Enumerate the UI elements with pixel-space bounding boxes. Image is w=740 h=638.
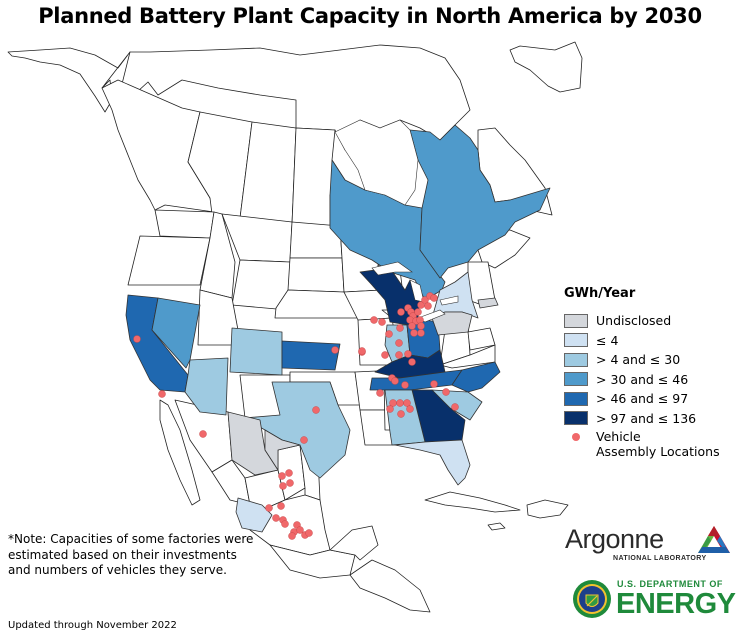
region-pennsylvania	[431, 311, 473, 336]
region-jalisco	[235, 497, 273, 533]
argonne-triangle-icon	[698, 526, 730, 553]
legend-item-le-4: ≤ 4	[558, 331, 738, 351]
legend: GWh/Year Undisclosed ≤ 4 > 4 and ≤ 30 > …	[558, 286, 738, 459]
argonne-subtitle: NATIONAL LABORATORY	[613, 555, 707, 562]
lake-ontario	[439, 295, 459, 306]
hudson-bay	[334, 119, 419, 206]
region-southern-mexico	[269, 544, 356, 579]
vehicle-assembly-dots	[133, 292, 459, 540]
legend-item-vehicle: Vehicle Assembly Locations	[558, 429, 738, 459]
legend-item-4-30: > 4 and ≤ 30	[558, 350, 738, 370]
legend-swatch	[564, 391, 588, 406]
region-massachusetts	[477, 297, 499, 309]
legend-swatch	[564, 411, 588, 426]
legend-swatch	[564, 352, 588, 367]
region-nevada	[151, 297, 201, 369]
region-washington	[154, 209, 215, 239]
legend-title: GWh/Year	[564, 286, 636, 301]
lake-superior	[371, 261, 413, 276]
argonne-wordmark: Argonne	[565, 524, 664, 554]
legend-label: > 30 and ≤ 46	[596, 371, 689, 387]
doe-logo: U.S. DEPARTMENT OF ENERGY	[572, 577, 740, 623]
region-coahuila	[264, 429, 301, 471]
doe-subtitle: U.S. DEPARTMENT OF	[617, 579, 723, 589]
region-british-columbia	[101, 79, 215, 213]
legend-label: > 97 and ≤ 136	[596, 410, 697, 426]
legend-swatch	[564, 372, 588, 387]
page-title: Planned Battery Plant Capacity in North …	[38, 4, 702, 28]
legend-label: > 46 and ≤ 97	[596, 391, 689, 407]
region-virginia	[439, 344, 496, 369]
updated-date: Updated through November 2022	[8, 620, 177, 631]
region-oregon	[127, 235, 211, 286]
region-central-america	[349, 559, 431, 613]
region-hispaniola	[526, 499, 569, 519]
region-colorado	[229, 327, 283, 376]
region-kansas	[281, 340, 341, 371]
legend-item-undisclosed: Undisclosed	[558, 311, 738, 331]
region-jamaica	[487, 522, 506, 531]
region-cuba	[424, 491, 521, 513]
region-north-canada	[114, 44, 471, 151]
footnote: *Note: Capacities of some factories were…	[8, 532, 254, 577]
argonne-logo: Argonne NATIONAL LABORATORY	[565, 524, 735, 568]
legend-label: Assembly Locations	[596, 444, 720, 459]
legend-item-97-136: > 97 and ≤ 136	[558, 409, 738, 429]
region-baja	[159, 399, 201, 506]
vehicle-dot-icon	[572, 433, 580, 441]
legend-label: Undisclosed	[596, 313, 672, 329]
region-nebraska	[274, 289, 359, 319]
region-greenland	[509, 41, 583, 93]
region-quebec	[409, 124, 551, 279]
region-south-dakota	[287, 257, 345, 293]
doe-wordmark: ENERGY	[616, 588, 736, 620]
legend-label: Vehicle	[596, 429, 641, 444]
region-florida	[394, 439, 471, 486]
doe-seal-icon	[573, 580, 611, 618]
legend-item-46-97: > 46 and ≤ 97	[558, 389, 738, 409]
region-maryland-nj	[467, 327, 496, 351]
legend-swatch	[564, 333, 588, 348]
legend-item-30-46: > 30 and ≤ 46	[558, 370, 738, 390]
region-arizona	[184, 357, 229, 416]
legend-label: ≤ 4	[596, 332, 619, 348]
legend-label: > 4 and ≤ 30	[596, 352, 681, 368]
region-yucatan	[329, 525, 379, 561]
legend-swatch	[564, 313, 588, 328]
